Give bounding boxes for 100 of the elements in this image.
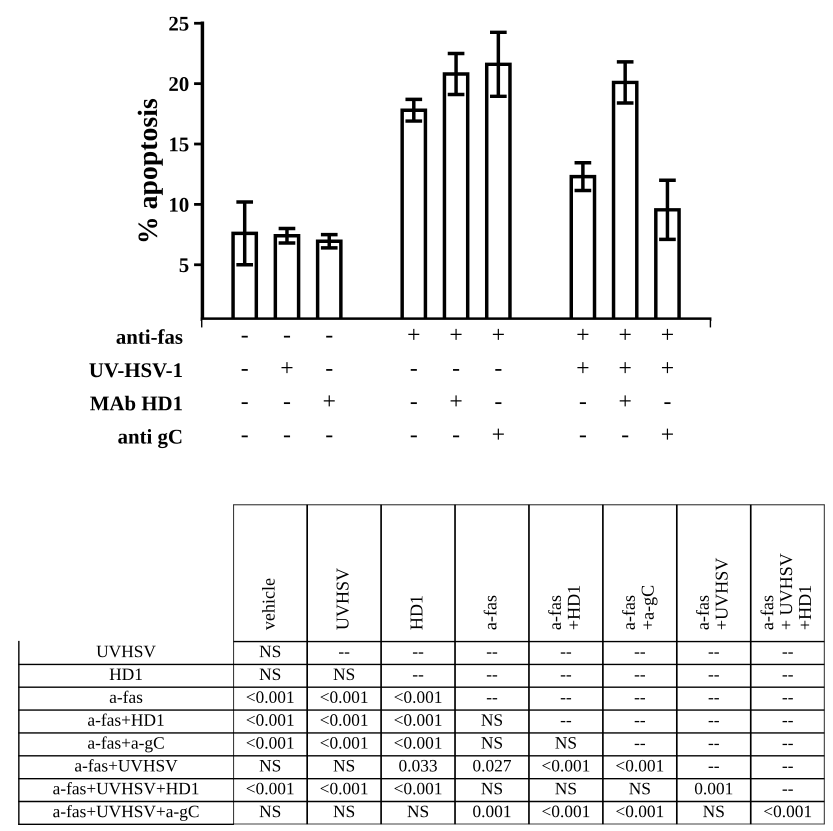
text: -- bbox=[782, 698, 793, 700]
y-tick-label: MAb HD1 bbox=[90, 396, 182, 410]
text: -- bbox=[782, 744, 793, 746]
text: <0.001 bbox=[246, 782, 294, 794]
text: - bbox=[284, 402, 290, 404]
x-tick-label: UVHSV bbox=[336, 568, 349, 630]
text: NS bbox=[334, 760, 354, 772]
text: - bbox=[622, 436, 628, 438]
text: - bbox=[495, 402, 502, 404]
text: -- bbox=[560, 720, 572, 722]
text: + bbox=[620, 362, 631, 374]
text: <0.001 bbox=[764, 806, 812, 818]
text: <0.001 bbox=[246, 714, 294, 726]
text: - bbox=[410, 402, 417, 404]
text: + bbox=[492, 328, 504, 340]
text: <0.001 bbox=[542, 760, 590, 772]
text: - bbox=[326, 369, 332, 371]
y-tick-label: HD1 bbox=[110, 668, 142, 680]
text: -- bbox=[339, 652, 350, 654]
text: - bbox=[284, 336, 290, 338]
text: - bbox=[410, 369, 417, 371]
text: - bbox=[242, 336, 248, 338]
y-tick-label: anti-fas bbox=[116, 329, 182, 344]
text: NS bbox=[481, 782, 502, 794]
text: <0.001 bbox=[394, 714, 442, 726]
y-tick-label: a-fas+UVHSV bbox=[74, 759, 178, 772]
text: - bbox=[580, 436, 586, 438]
text: - bbox=[453, 369, 460, 371]
y-tick-label: 10 bbox=[170, 198, 188, 212]
text: - bbox=[580, 402, 586, 404]
y-axis-title: % apoptosis bbox=[138, 98, 163, 242]
text: <0.001 bbox=[394, 691, 442, 704]
y-tick-label: 25 bbox=[169, 16, 188, 31]
text: NS bbox=[334, 806, 354, 818]
text: <0.001 bbox=[616, 806, 664, 818]
x-tick-label: a-fas +a-gC bbox=[622, 586, 658, 630]
text: NS bbox=[260, 806, 280, 818]
text: - bbox=[326, 336, 332, 338]
text: -- bbox=[634, 744, 646, 746]
text: -- bbox=[412, 675, 424, 677]
text: NS bbox=[555, 782, 576, 794]
text: - bbox=[664, 402, 671, 404]
text: - bbox=[326, 436, 332, 438]
text: -- bbox=[708, 675, 719, 677]
x-tick-label: a-fas +UVHSV bbox=[696, 558, 728, 630]
text: -- bbox=[486, 652, 498, 654]
y-tick-label: a-fas+HD1 bbox=[88, 713, 164, 726]
text: <0.001 bbox=[246, 737, 294, 749]
text: - bbox=[242, 402, 248, 404]
text: NS bbox=[629, 782, 650, 794]
text: <0.001 bbox=[320, 737, 368, 749]
x-tick-label: a-fas + UVHSV +HD1 bbox=[760, 553, 811, 630]
text: - bbox=[495, 369, 502, 371]
text: -- bbox=[782, 766, 793, 768]
text: -- bbox=[708, 720, 719, 722]
y-tick-label: 15 bbox=[170, 137, 188, 152]
y-tick-label: UV-HSV-1 bbox=[89, 363, 182, 378]
text: 0.001 bbox=[473, 806, 510, 818]
text: NS bbox=[555, 737, 576, 749]
text: + bbox=[450, 328, 462, 340]
text: -- bbox=[782, 652, 793, 654]
text: -- bbox=[412, 652, 424, 654]
text: <0.001 bbox=[320, 691, 368, 704]
y-tick-label: a-fas+UVHSV+HD1 bbox=[53, 782, 198, 795]
text: <0.001 bbox=[542, 806, 590, 818]
text: + bbox=[662, 362, 673, 374]
text: + bbox=[450, 395, 462, 406]
y-tick-label: 20 bbox=[169, 77, 188, 92]
text: -- bbox=[708, 652, 719, 654]
text: -- bbox=[634, 720, 646, 722]
y-tick-label: anti gC bbox=[118, 429, 182, 448]
y-tick-label: UVHSV bbox=[96, 646, 156, 658]
text: + bbox=[620, 328, 631, 340]
text: -- bbox=[634, 652, 646, 654]
text: NS bbox=[481, 737, 502, 749]
text: - bbox=[410, 436, 417, 438]
text: -- bbox=[708, 766, 719, 768]
text: -- bbox=[634, 698, 646, 700]
text: - bbox=[242, 369, 248, 371]
y-tick-label: a-fas+UVHSV+a-gC bbox=[53, 804, 199, 821]
text: -- bbox=[486, 675, 498, 677]
text: <0.001 bbox=[394, 737, 442, 749]
y-tick-label: a-fas+a-gC bbox=[88, 736, 164, 752]
text: 0.027 bbox=[473, 760, 512, 772]
text: -- bbox=[782, 790, 793, 791]
text: -- bbox=[560, 652, 572, 654]
text: -- bbox=[634, 675, 646, 677]
text: <0.001 bbox=[394, 782, 442, 794]
text: + bbox=[492, 428, 504, 440]
text: - bbox=[242, 436, 248, 438]
text: - bbox=[284, 436, 290, 438]
text: NS bbox=[703, 806, 724, 818]
text: + bbox=[577, 328, 588, 340]
y-tick-label: a-fas bbox=[110, 690, 142, 704]
text: + bbox=[620, 395, 631, 406]
text: + bbox=[662, 428, 673, 440]
text: + bbox=[408, 328, 420, 340]
text: NS bbox=[481, 714, 502, 726]
x-tick-label: vehicle bbox=[262, 578, 275, 630]
text: -- bbox=[708, 698, 719, 700]
